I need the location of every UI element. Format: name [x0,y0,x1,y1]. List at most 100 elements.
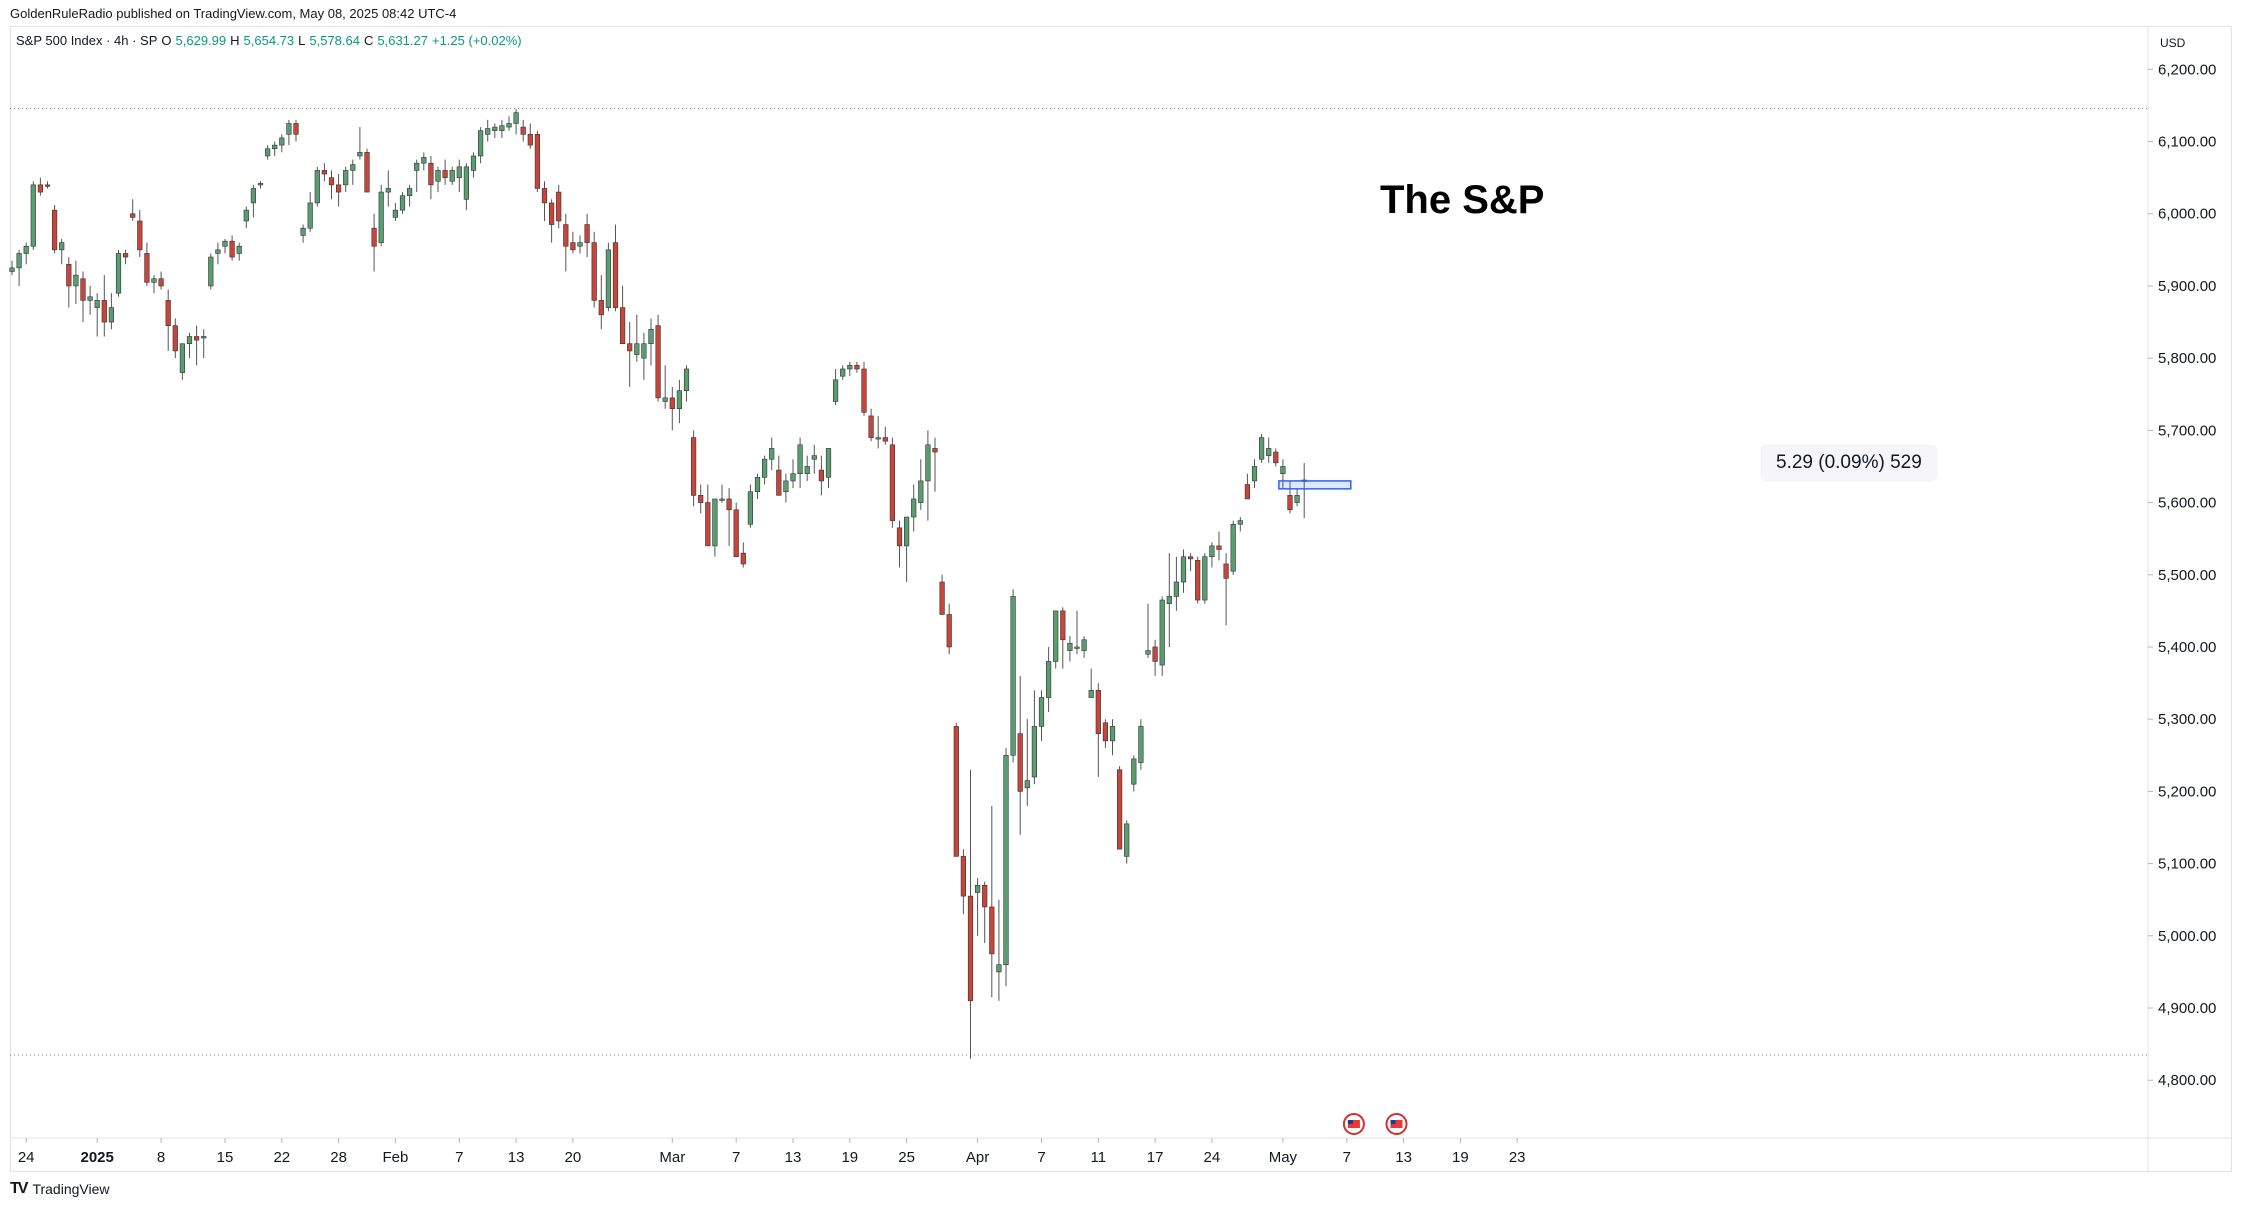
candle-up [421,157,427,164]
candle-up [797,444,803,474]
legend-open: 5,629.99 [175,33,227,48]
candle-up [399,195,406,211]
measure-tool-label[interactable]: 5.29 (0.09%) 529 [1762,446,1936,480]
candle-up [1209,545,1215,558]
candle-down [1273,451,1279,464]
candle-up [513,112,519,124]
legend-high: 5,654.73 [243,33,295,48]
candle-up [201,336,207,339]
candle-up [16,253,22,269]
candle-up [236,245,242,254]
candle-up [974,884,981,893]
candle-down [80,278,86,301]
candle-up [1067,643,1073,651]
candle-down [1244,484,1250,500]
y-tick-label: 5,800.00 [2158,350,2216,367]
candle-down [1060,610,1066,641]
x-tick-label: 13 [508,1149,525,1166]
tradingview-brand[interactable]: TV TradingView [10,1180,110,1198]
tradingview-logo-icon: TV [10,1180,29,1197]
candle-down [548,202,555,225]
currency-label[interactable]: USD [2160,36,2186,50]
candle-down [428,162,434,186]
candle-down [584,224,590,243]
candle-up [804,466,810,474]
candle-down [932,448,938,453]
candle-down [967,895,974,1002]
candle-up [272,144,278,150]
x-tick-label: 7 [455,1149,463,1166]
x-tick-label: 7 [1037,1149,1045,1166]
candle-up [286,123,292,135]
y-tick-label: 6,100.00 [2158,134,2216,151]
chart-frame[interactable] [10,26,2232,1172]
candle-up [1031,726,1037,778]
candle-down [627,343,633,352]
candle-up [918,480,924,503]
candle-down [1095,690,1101,734]
chart-annotation-text[interactable]: The S&P [1380,178,1545,222]
candle-up [94,300,100,308]
candle-up [1053,610,1059,662]
candle-down [541,188,548,204]
x-tick-label: 15 [217,1149,234,1166]
candle-down [591,242,597,301]
candle-down [946,614,952,648]
candle-up [1024,780,1030,789]
candle-down [101,300,107,323]
candle-up [1230,523,1236,572]
candle-up [215,249,221,254]
candle-up [1109,726,1116,742]
candle-up [343,170,349,186]
candle-up [847,365,853,370]
candle-up [385,188,391,193]
candle-up [257,183,264,186]
candle-up [1081,639,1087,651]
candle-up [1173,581,1179,597]
flag-canton-icon [1347,1120,1353,1124]
candle-down [144,253,150,283]
candle-up [605,249,611,308]
x-tick-label: 28 [330,1149,347,1166]
candle-up [1145,650,1151,655]
candle-down [158,278,164,287]
candle-down [989,906,995,955]
candle-down [740,552,746,565]
candle-up [449,170,455,182]
candle-down [655,325,661,399]
candle-up [151,278,157,283]
candle-down [619,307,626,345]
legend-low-label: L [298,33,306,48]
candle-up [406,188,413,196]
published-caption: GoldenRuleRadio published on TradingView… [10,6,457,21]
x-tick-label: May [1269,1149,1298,1166]
x-tick-label: 20 [565,1149,582,1166]
candle-down [690,437,697,496]
x-tick-label: 19 [841,1149,858,1166]
candle-up [840,368,846,377]
candle-up [1038,697,1045,727]
candle-up [485,128,491,135]
candle-up [769,448,775,460]
candle-up [243,209,249,222]
candle-up [108,307,114,323]
candle-down [1017,733,1023,792]
x-tick-label: 19 [1452,1149,1469,1166]
candle-down [818,469,824,482]
candle-up [279,137,285,146]
candle-up [499,125,505,132]
candle-up [1088,690,1094,698]
candle-up [1202,556,1208,601]
x-tick-label: 13 [785,1149,802,1166]
candle-up [1259,437,1265,460]
candle-up [222,240,228,247]
legend-close-label: C [363,33,374,48]
candle-down [556,191,562,222]
x-tick-label: Mar [659,1149,685,1166]
candle-up [761,458,768,478]
x-tick-label: 24 [18,1149,35,1166]
legend-symbol: S&P 500 Index · 4h · SP [16,33,158,48]
candle-up [470,155,477,171]
candle-up [811,455,817,460]
